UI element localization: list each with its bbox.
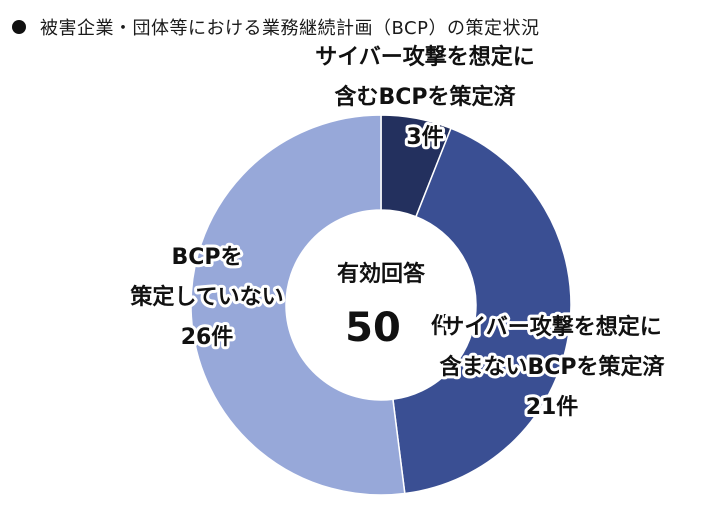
slice-label-line: 含まないBCPを策定済 [439,354,665,380]
slice-label-line: 21件 [526,395,579,420]
slice-bcp-without-cyber [392,127,572,495]
center-value: 50 [345,305,401,351]
center-unit: 件 [431,314,453,339]
chart-header: 被害企業・団体等における業務継続計画（BCP）の策定状況 [12,14,539,40]
center-label: 有効回答 [337,261,426,287]
donut-slices [190,114,572,496]
slice-no-bcp [190,114,406,496]
slice-label-line: 含むBCPを策定済 [334,84,516,110]
slice-label-line: サイバー攻撃を想定に [442,314,662,340]
slice-label-line: BCPを [171,245,242,270]
slice-labels: サイバー攻撃を想定に含むBCPを策定済3件サイバー攻撃を想定に含まないBCPを策… [127,41,668,423]
donut-center: 有効回答 50 件 [337,261,453,351]
slice-label-line: 策定していない [130,284,283,310]
slice-label-line: 3件 [406,125,443,150]
slice-label-line: 26件 [181,325,234,350]
chart-title: 被害企業・団体等における業務継続計画（BCP）の策定状況 [40,18,540,39]
slice-label-line: サイバー攻撃を想定に [315,44,535,70]
bullet-icon [12,20,26,34]
